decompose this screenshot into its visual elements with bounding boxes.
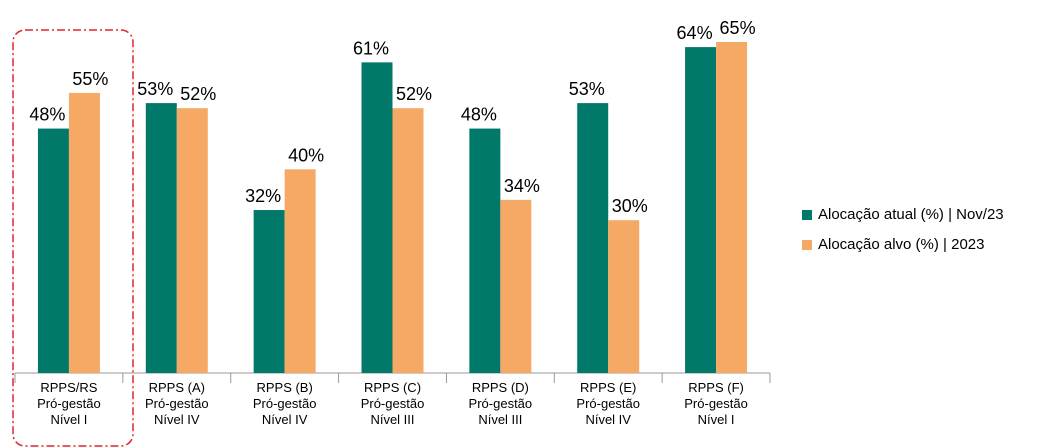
legend-label: Alocação atual (%) | Nov/23 [818, 206, 1004, 223]
bar [361, 62, 393, 373]
x-tick-label: Pró-gestão [576, 396, 640, 411]
x-tick-label: Nível IV [262, 412, 308, 427]
value-label: 34% [504, 176, 540, 196]
x-tick-label: RPPS/RS [40, 380, 97, 395]
legend-swatch [802, 240, 812, 250]
bar [469, 128, 501, 373]
x-tick-label: RPPS (F) [688, 380, 744, 395]
x-tick-label: RPPS (A) [149, 380, 205, 395]
value-label: 64% [677, 23, 713, 43]
x-tick-label: Nível IV [154, 412, 200, 427]
bar [500, 199, 532, 373]
x-tick-label: Pró-gestão [253, 396, 317, 411]
value-label: 40% [288, 145, 324, 165]
bar [284, 169, 316, 373]
bar [685, 47, 717, 373]
legend-label: Alocação alvo (%) | 2023 [818, 236, 985, 253]
x-tick-label: Pró-gestão [469, 396, 533, 411]
x-tick-label: Pró-gestão [361, 396, 425, 411]
value-label: 55% [72, 69, 108, 89]
value-label: 52% [396, 84, 432, 104]
highlight-box [12, 29, 134, 447]
bar [253, 210, 285, 373]
x-tick-label: Pró-gestão [684, 396, 748, 411]
value-label: 53% [569, 79, 605, 99]
x-tick-label: Nível III [478, 412, 522, 427]
value-label: 61% [353, 38, 389, 58]
value-label: 53% [137, 79, 173, 99]
bar [716, 42, 748, 373]
legend-swatch [802, 210, 812, 220]
x-tick-label: Nível I [698, 412, 735, 427]
bar [145, 103, 177, 373]
bar [392, 108, 424, 373]
x-tick-label: RPPS (C) [364, 380, 421, 395]
value-label: 52% [180, 84, 216, 104]
bar [176, 108, 208, 373]
x-tick-label: RPPS (D) [472, 380, 529, 395]
x-tick-label: Nível IV [585, 412, 631, 427]
bar [37, 128, 69, 373]
x-tick-label: Nível I [51, 412, 88, 427]
value-label: 32% [245, 186, 281, 206]
x-tick-label: RPPS (B) [256, 380, 312, 395]
bar [577, 103, 609, 373]
x-tick-label: Pró-gestão [145, 396, 209, 411]
x-tick-label: RPPS (E) [580, 380, 636, 395]
value-label: 30% [612, 196, 648, 216]
value-label: 48% [29, 105, 65, 125]
x-tick-label: Pró-gestão [37, 396, 101, 411]
value-label: 48% [461, 105, 497, 125]
bar [608, 220, 640, 373]
x-tick-label: Nível III [370, 412, 414, 427]
bar [68, 92, 100, 373]
value-label: 65% [720, 18, 756, 38]
